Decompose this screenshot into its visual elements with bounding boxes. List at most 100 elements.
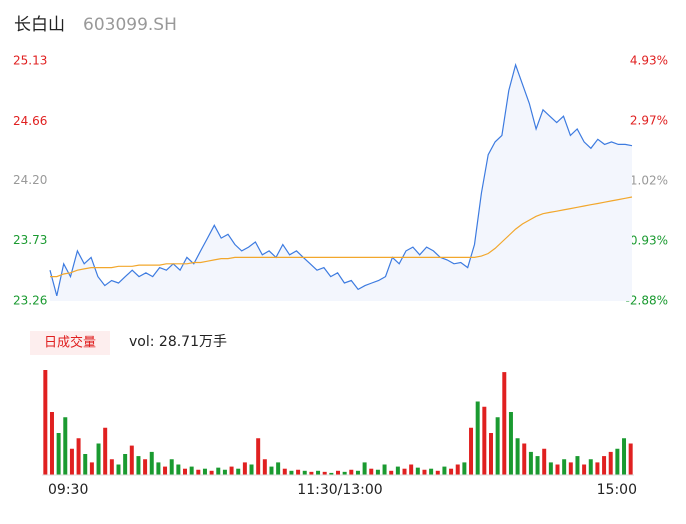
volume-bar [622, 438, 627, 475]
volume-bar [269, 466, 274, 475]
volume-bar [375, 469, 380, 475]
volume-bar [542, 448, 547, 475]
volume-bar [595, 462, 600, 475]
volume-bar [462, 462, 467, 475]
volume-bar [522, 443, 527, 475]
volume-bar [342, 471, 347, 475]
volume-bar [449, 468, 454, 475]
volume-bar [382, 464, 387, 475]
volume-bar [116, 464, 121, 475]
volume-bar [156, 462, 161, 475]
volume-bar [615, 448, 620, 475]
volume-bar [402, 468, 407, 475]
volume-bar [588, 459, 593, 475]
volume-bar [329, 472, 334, 475]
volume-bar [442, 466, 447, 475]
volume-bar [242, 462, 247, 475]
volume-bar [149, 451, 154, 475]
volume-bar [469, 427, 474, 475]
volume-bar [183, 468, 188, 475]
volume-bar [163, 466, 168, 475]
x-tick-label: 15:00 [597, 482, 637, 498]
volume-bar [43, 370, 48, 475]
stock-code: 603099.SH [83, 15, 177, 35]
volume-bar [409, 464, 414, 475]
volume-bar [169, 459, 174, 475]
y2-tick-label: -0.93% [626, 234, 668, 248]
price-line [49, 62, 633, 297]
volume-bar [422, 469, 427, 475]
volume-button-label[interactable]: 日成交量 [44, 335, 96, 351]
volume-bar [136, 456, 141, 475]
y2-tick-label: 1.02% [630, 174, 668, 188]
volume-bar [562, 459, 567, 475]
volume-bar [56, 433, 61, 475]
y2-tick-label: -2.88% [626, 294, 668, 308]
volume-bar [568, 462, 573, 475]
volume-bar [63, 417, 68, 475]
volume-summary: vol: 28.71万手 [129, 334, 227, 350]
volume-bar [495, 417, 500, 475]
volume-bar [336, 470, 340, 475]
volume-bar [176, 464, 181, 475]
volume-bar [229, 466, 234, 475]
volume-bar [216, 467, 221, 475]
x-tick-label: 11:30/13:00 [297, 482, 382, 498]
volume-bar [548, 462, 553, 475]
volume-bar [369, 468, 374, 475]
volume-bar [296, 469, 301, 475]
y-tick-label: 24.66 [13, 114, 47, 128]
volume-bar [202, 468, 207, 475]
volume-bar [475, 401, 480, 475]
volume-bar [103, 427, 108, 475]
volume-bar [143, 459, 148, 475]
volume-bar [276, 462, 281, 475]
volume-bar [256, 438, 261, 475]
volume-bar [355, 470, 360, 475]
volume-bar [322, 471, 327, 475]
volume-bar [123, 454, 128, 475]
volume-bar [555, 464, 560, 475]
volume-bar [249, 464, 254, 475]
volume-bar [608, 451, 613, 475]
volume-bar [196, 469, 201, 475]
volume-bar [602, 456, 607, 475]
volume-bar [109, 459, 114, 475]
volume-bar [389, 470, 394, 475]
volume-bar [488, 433, 493, 475]
volume-bar [395, 466, 400, 475]
x-tick-label: 09:30 [48, 482, 88, 498]
volume-bar [316, 470, 321, 475]
volume-bar [508, 412, 513, 475]
y-tick-label: 24.20 [13, 173, 47, 187]
volume-bar [83, 454, 88, 475]
volume-button[interactable] [30, 331, 110, 355]
volume-bar [282, 468, 287, 475]
volume-bar [189, 466, 194, 475]
volume-bar [575, 456, 580, 475]
volume-bar [535, 456, 540, 475]
volume-bar [76, 438, 81, 475]
volume-bar [515, 438, 520, 475]
volume-bar [455, 464, 460, 475]
average-line [50, 196, 633, 278]
y-tick-label: 23.73 [13, 233, 47, 247]
y-tick-label: 25.13 [13, 54, 47, 68]
volume-bar [96, 443, 101, 475]
volume-bar [222, 469, 227, 475]
volume-bar [628, 443, 633, 475]
volume-bar [528, 451, 533, 475]
volume-bar [415, 467, 420, 475]
volume-bar [49, 412, 54, 475]
volume-bar [429, 468, 434, 475]
volume-bar [289, 470, 294, 475]
volume-bar [129, 445, 134, 475]
volume-bar [236, 468, 241, 475]
volume-bar [349, 469, 354, 475]
price-area [50, 64, 632, 302]
volume-bar [309, 471, 314, 475]
volume-bar [302, 470, 307, 475]
volume-bar [482, 406, 487, 475]
volume-bar [69, 448, 74, 475]
